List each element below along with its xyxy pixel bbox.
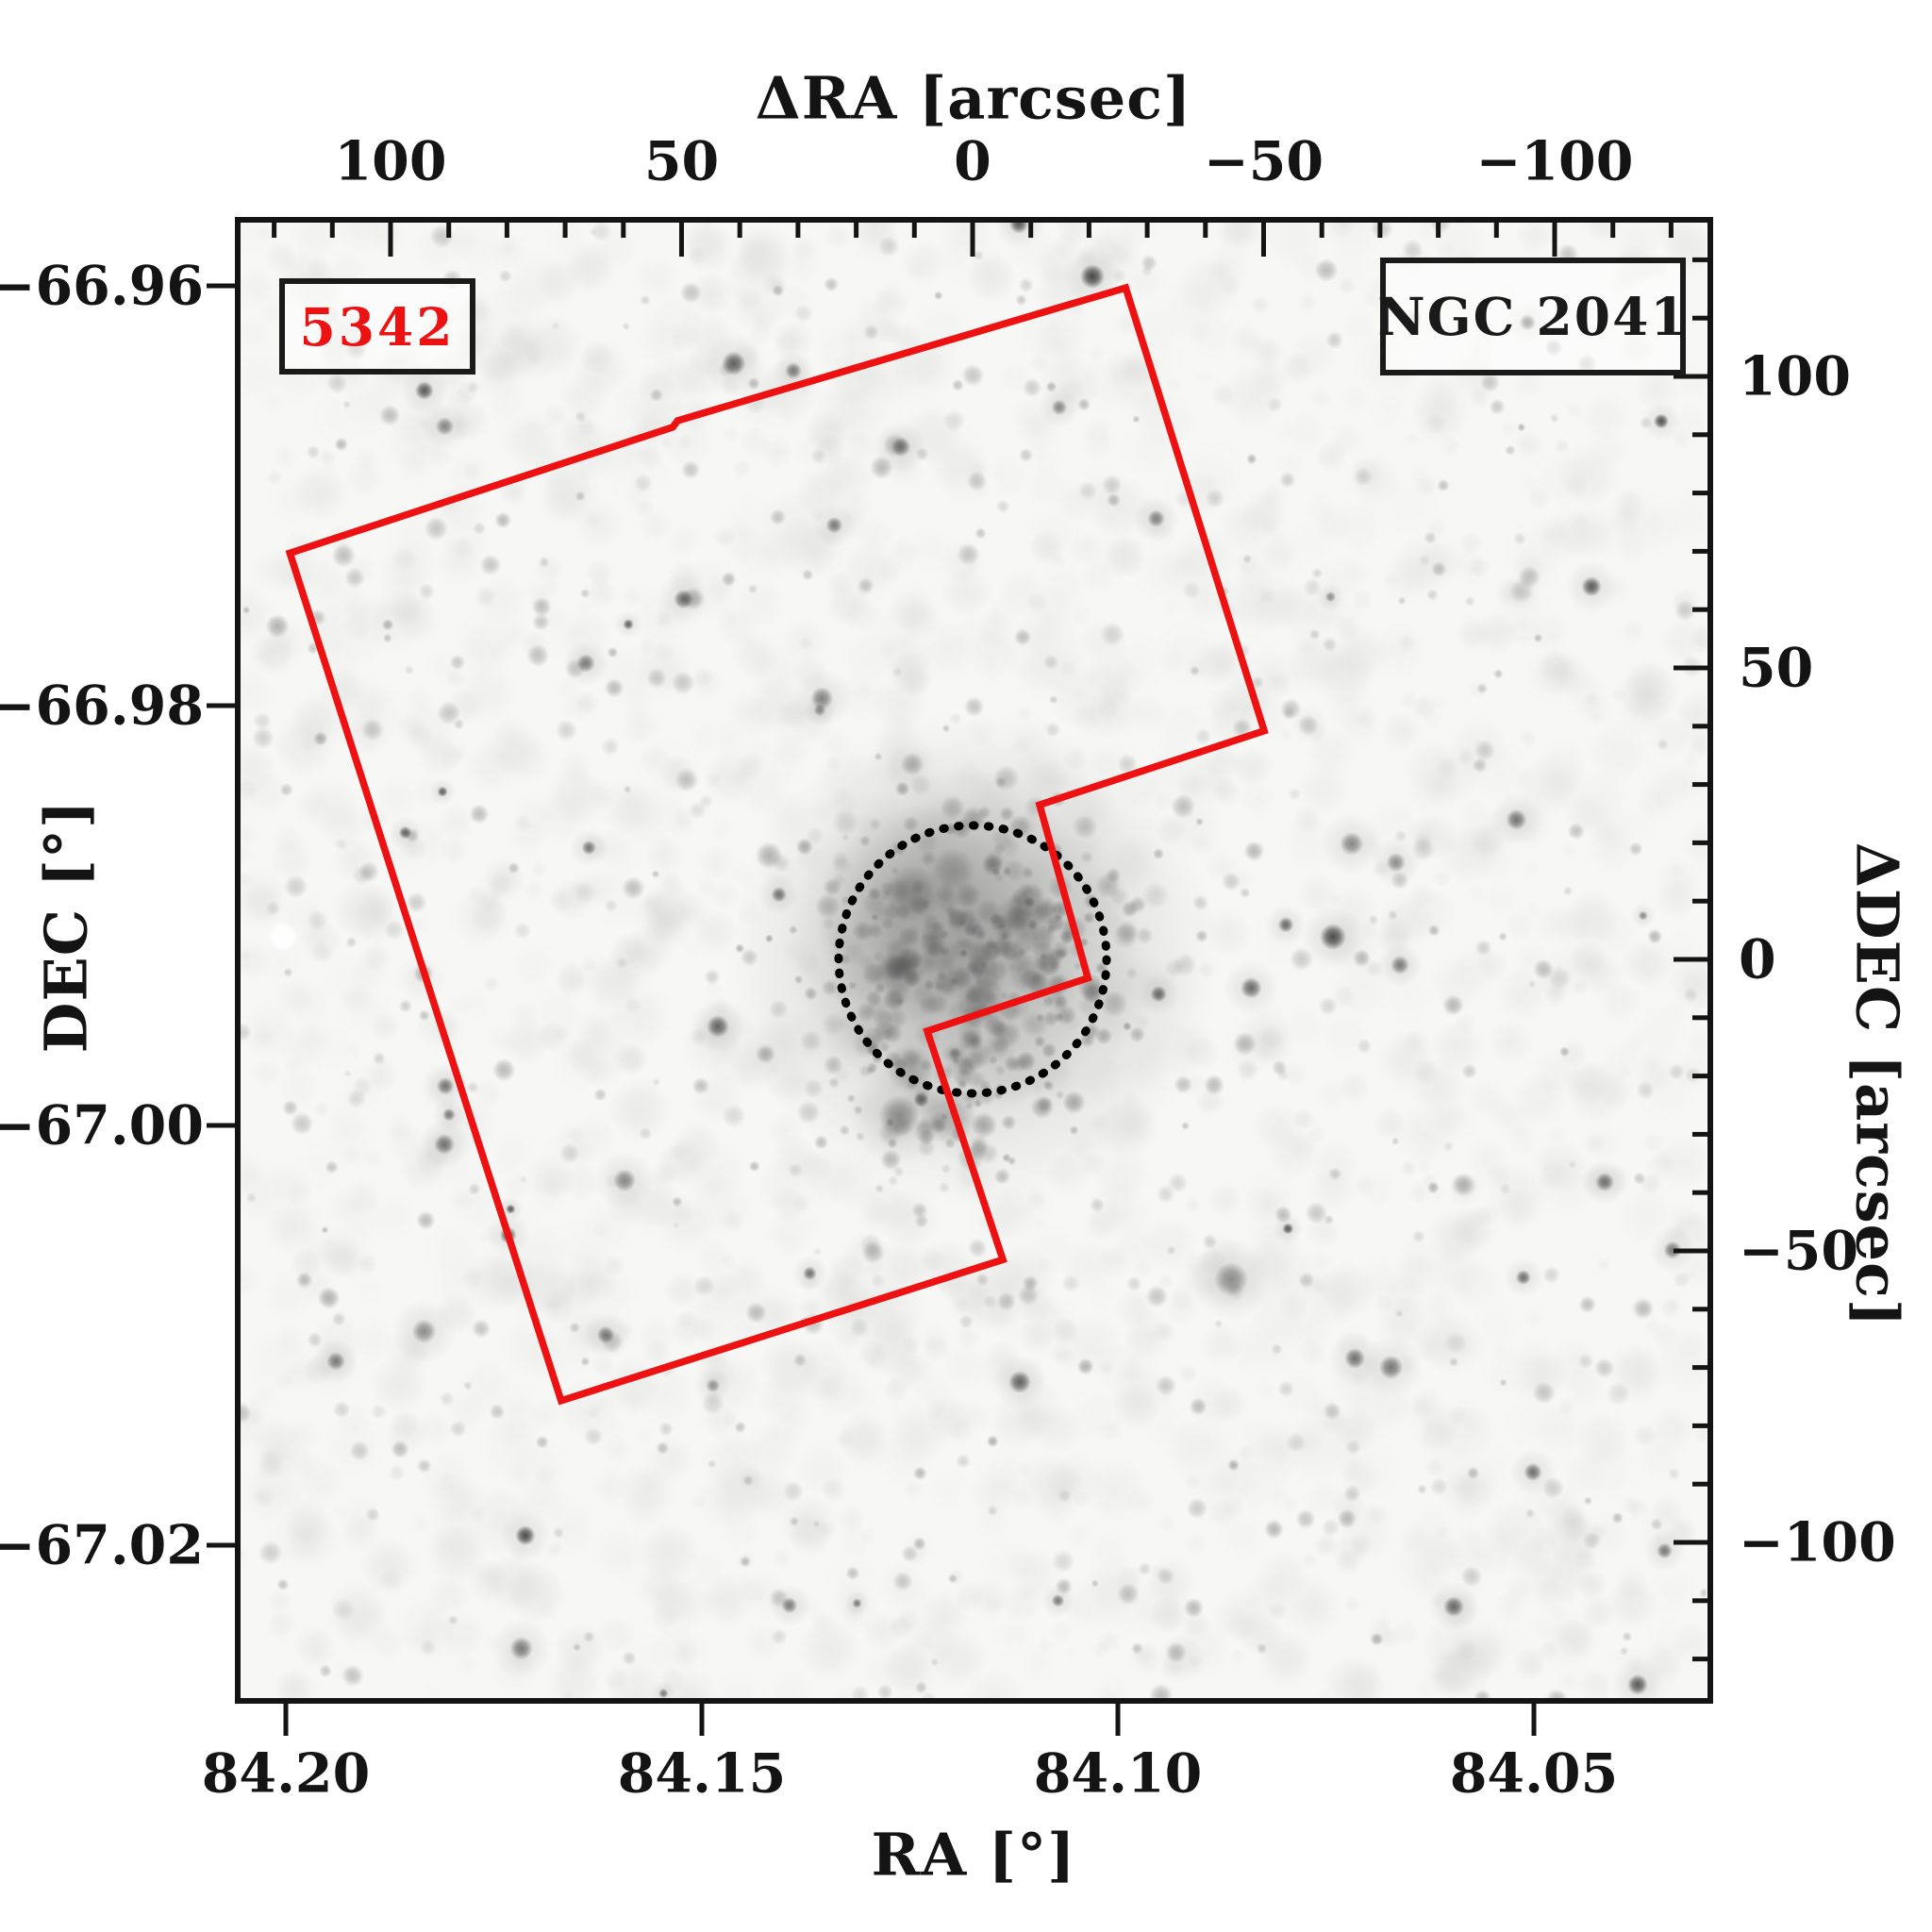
object-name-box: NGC 2041 — [1377, 258, 1689, 375]
right-tick-label--100: −100 — [1739, 1510, 1896, 1574]
axis-ticks — [207, 223, 1707, 1736]
bottom-tick-label-84.2: 84.20 — [201, 1741, 371, 1806]
field-label-box: 5342 — [279, 278, 475, 375]
top-axis-title: ΔRA [arcsec] — [755, 63, 1192, 133]
bottom-tick-label-84.05: 84.05 — [1449, 1741, 1619, 1806]
left-tick-label--66.96: −66.96 — [0, 254, 204, 318]
plot-frame — [235, 217, 1713, 1704]
hst-footprint-outline — [285, 283, 1269, 1406]
cluster-aperture-circle — [834, 821, 1111, 1098]
top-tick-label-50: 50 — [643, 129, 720, 193]
top-tick-label--100: −100 — [1475, 129, 1634, 193]
bottom-axis-title: RA [°] — [871, 1820, 1076, 1890]
right-tick-label-100: 100 — [1739, 344, 1851, 408]
left-tick-label--67: −67.00 — [0, 1093, 204, 1158]
top-tick-label--50: −50 — [1203, 129, 1324, 193]
right-tick-label-0: 0 — [1739, 927, 1776, 991]
left-tick-label--67.02: −67.02 — [0, 1513, 204, 1577]
object-name: NGC 2041 — [1377, 286, 1689, 347]
right-tick-label--50: −50 — [1739, 1219, 1859, 1283]
sky-image — [241, 223, 1707, 1701]
field-label: 5342 — [299, 295, 456, 358]
top-tick-label-0: 0 — [954, 129, 991, 193]
top-tick-label-100: 100 — [334, 129, 447, 193]
bottom-tick-label-84.1: 84.10 — [1033, 1741, 1203, 1806]
left-tick-label--66.98: −66.98 — [0, 674, 204, 738]
right-tick-label-50: 50 — [1739, 636, 1814, 700]
left-axis-title: DEC [°] — [31, 799, 101, 1054]
bottom-tick-label-84.15: 84.15 — [617, 1741, 787, 1806]
